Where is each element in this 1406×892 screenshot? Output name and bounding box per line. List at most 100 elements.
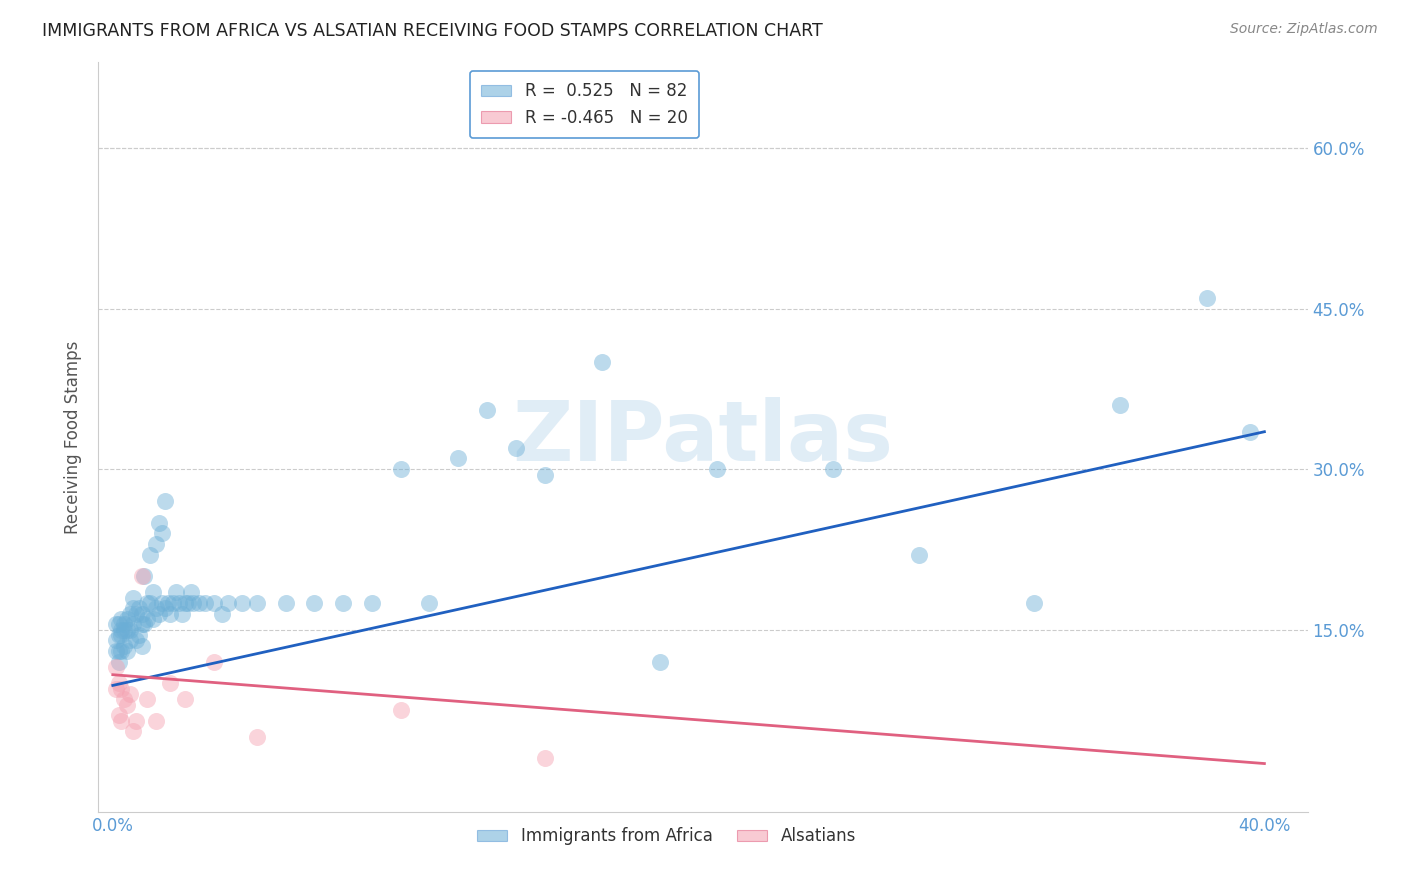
Point — [112, 692, 135, 706]
Point — [148, 516, 170, 530]
Text: IMMIGRANTS FROM AFRICA VS ALSATIAN RECEIVING FOOD STAMPS CORRELATION CHART: IMMIGRANTS FROM AFRICA VS ALSATIAN RECEI… — [42, 22, 823, 40]
Point — [107, 676, 129, 690]
Point — [131, 617, 153, 632]
Point — [131, 607, 153, 621]
Point — [128, 628, 150, 642]
Point — [139, 548, 162, 562]
Point — [908, 548, 931, 562]
Point — [131, 569, 153, 583]
Point — [533, 467, 555, 482]
Point — [110, 612, 132, 626]
Point — [148, 607, 170, 621]
Point — [145, 714, 167, 728]
Y-axis label: Receiving Food Stamps: Receiving Food Stamps — [65, 341, 83, 533]
Point — [505, 441, 527, 455]
Point — [136, 612, 159, 626]
Point — [475, 403, 498, 417]
Legend: Immigrants from Africa, Alsatians: Immigrants from Africa, Alsatians — [471, 821, 863, 852]
Point — [112, 623, 135, 637]
Point — [122, 601, 145, 615]
Point — [112, 617, 135, 632]
Point — [361, 596, 384, 610]
Point — [115, 698, 138, 712]
Point — [125, 633, 148, 648]
Point — [159, 607, 181, 621]
Point — [142, 612, 165, 626]
Point — [134, 569, 156, 583]
Point — [131, 639, 153, 653]
Point — [389, 703, 412, 717]
Point — [156, 596, 179, 610]
Point — [173, 692, 195, 706]
Point — [104, 644, 127, 658]
Point — [122, 617, 145, 632]
Point — [159, 676, 181, 690]
Point — [110, 681, 132, 696]
Point — [389, 462, 412, 476]
Point — [150, 596, 173, 610]
Point — [188, 596, 211, 610]
Point — [120, 633, 142, 648]
Point — [246, 596, 269, 610]
Point — [165, 585, 187, 599]
Point — [217, 596, 239, 610]
Point — [167, 596, 190, 610]
Text: ZIPatlas: ZIPatlas — [513, 397, 893, 477]
Point — [304, 596, 326, 610]
Point — [115, 644, 138, 658]
Point — [122, 591, 145, 605]
Point — [110, 644, 132, 658]
Point — [180, 585, 202, 599]
Point — [120, 623, 142, 637]
Point — [110, 714, 132, 728]
Point — [591, 355, 613, 369]
Point — [821, 462, 844, 476]
Point — [145, 537, 167, 551]
Point — [202, 655, 225, 669]
Point — [150, 526, 173, 541]
Point — [1022, 596, 1045, 610]
Point — [162, 596, 184, 610]
Point — [107, 628, 129, 642]
Point — [107, 655, 129, 669]
Point — [136, 692, 159, 706]
Point — [1109, 398, 1132, 412]
Point — [115, 623, 138, 637]
Point — [104, 681, 127, 696]
Point — [142, 585, 165, 599]
Point — [418, 596, 440, 610]
Point — [706, 462, 728, 476]
Point — [107, 617, 129, 632]
Point — [104, 660, 127, 674]
Point — [110, 628, 132, 642]
Point — [533, 751, 555, 765]
Point — [648, 655, 671, 669]
Point — [139, 596, 162, 610]
Point — [231, 596, 253, 610]
Point — [104, 617, 127, 632]
Point — [145, 601, 167, 615]
Point — [104, 633, 127, 648]
Point — [332, 596, 354, 610]
Point — [125, 607, 148, 621]
Point — [170, 607, 193, 621]
Point — [107, 708, 129, 723]
Point — [115, 612, 138, 626]
Point — [153, 601, 176, 615]
Point — [120, 607, 142, 621]
Point — [136, 596, 159, 610]
Point — [176, 596, 198, 610]
Point — [120, 687, 142, 701]
Point — [153, 494, 176, 508]
Point — [1195, 291, 1218, 305]
Point — [194, 596, 217, 610]
Point — [125, 714, 148, 728]
Point — [1239, 425, 1261, 439]
Point — [246, 730, 269, 744]
Point — [110, 623, 132, 637]
Point — [134, 617, 156, 632]
Point — [274, 596, 297, 610]
Text: Source: ZipAtlas.com: Source: ZipAtlas.com — [1230, 22, 1378, 37]
Point — [202, 596, 225, 610]
Point — [128, 601, 150, 615]
